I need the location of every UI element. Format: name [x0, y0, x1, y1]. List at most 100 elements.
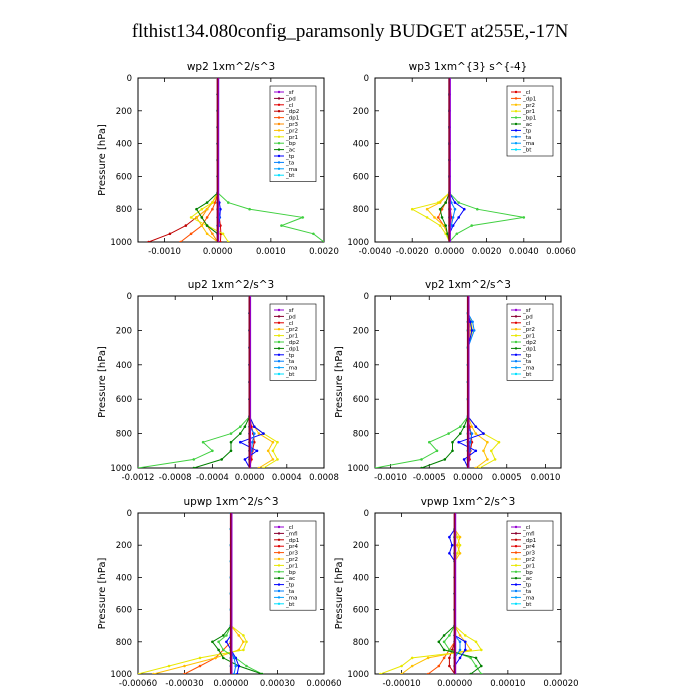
legend-marker: [514, 116, 518, 119]
legend-marker: [277, 135, 281, 138]
legend-label: _ta: [522, 589, 531, 595]
legend-marker: [277, 372, 281, 376]
data-point: [245, 640, 248, 644]
legend-label: _ta: [285, 359, 294, 365]
y-axis-label: Pressure [hPa]: [97, 346, 108, 418]
y-tick-label: 0: [364, 509, 369, 519]
data-point: [464, 640, 467, 644]
y-tick-label: 0: [364, 292, 369, 302]
legend-label: _pr2: [522, 103, 535, 109]
legend-marker: [514, 360, 518, 363]
data-point: [222, 634, 225, 637]
data-point: [437, 664, 441, 668]
y-tick-label: 1000: [110, 464, 132, 474]
legend-label: _sf: [522, 308, 532, 314]
legend-label: _ac: [522, 122, 532, 128]
legend-marker: [514, 90, 518, 94]
data-point: [225, 640, 228, 644]
x-tick-label: 0.0000: [435, 247, 465, 257]
legend-label: _ma: [522, 366, 534, 372]
legend-label: _cl: [522, 90, 531, 96]
data-point: [490, 449, 493, 453]
data-point: [239, 432, 242, 435]
data-point: [448, 648, 451, 652]
x-tick-label: 0.00060: [306, 679, 341, 689]
data-point: [448, 634, 451, 637]
data-point: [410, 207, 414, 211]
legend-marker: [277, 116, 281, 119]
data-point: [448, 535, 451, 539]
x-tick-label: -0.0040: [359, 247, 392, 257]
data-point: [195, 216, 198, 219]
data-point: [237, 634, 241, 637]
data-point: [462, 425, 466, 429]
data-point: [457, 201, 461, 204]
data-point: [255, 449, 259, 453]
series-group: [379, 513, 483, 674]
chart-title: wp2 1xm^2/s^3: [187, 61, 275, 73]
legend-marker: [514, 328, 518, 331]
data-point: [458, 543, 462, 547]
legend-marker: [514, 564, 518, 567]
data-point: [152, 672, 155, 674]
legend-marker: [277, 366, 281, 369]
data-point: [400, 664, 403, 668]
data-point: [497, 440, 501, 444]
chart-panel-5: upwp 1xm^2/s^3 Pressure [hPa] 0 200 400 600 80…: [97, 496, 342, 689]
legend-marker: [277, 589, 281, 593]
data-point: [183, 672, 186, 674]
series-line-dp1: [437, 78, 450, 242]
legend-marker: [277, 334, 281, 337]
legend-marker: [514, 583, 518, 586]
legend-label: _dp2: [522, 340, 536, 346]
legend-marker: [514, 577, 518, 580]
legend-marker: [514, 340, 518, 344]
legend-marker: [277, 110, 281, 113]
legend-label: _bp: [285, 141, 296, 147]
legend-marker: [277, 570, 281, 573]
data-point: [205, 207, 209, 211]
data-point: [410, 664, 414, 668]
data-point: [480, 664, 483, 668]
legend-label: _ma: [285, 595, 297, 601]
data-point: [463, 207, 466, 211]
legend-label: _tp: [522, 353, 532, 359]
legend-marker: [514, 532, 518, 535]
x-tick-label: -0.00030: [165, 679, 203, 689]
x-tick-label: 0.0060: [546, 247, 576, 257]
series-line-tp: [225, 513, 240, 674]
series-group: [138, 513, 264, 674]
legend-label: _cl: [285, 103, 294, 109]
y-tick-label: 400: [353, 573, 369, 583]
series-group: [138, 296, 279, 468]
y-tick-label: 600: [116, 172, 132, 182]
series-group: [147, 78, 324, 242]
data-point: [253, 432, 256, 435]
y-tick-label: 800: [116, 205, 132, 215]
data-point: [425, 207, 429, 211]
legend-marker: [514, 557, 518, 561]
data-point: [458, 648, 462, 652]
legend-marker: [277, 122, 281, 126]
data-point: [211, 449, 214, 453]
y-tick-label: 600: [353, 172, 369, 182]
data-point: [442, 224, 446, 227]
legend-marker: [514, 538, 518, 541]
legend-label: _bt: [522, 602, 532, 608]
chart-panel-6: vpwp 1xm^2/s^3 Pressure [hPa] 0 200 400 600 80…: [334, 496, 579, 689]
data-point: [276, 458, 279, 461]
data-point: [198, 664, 202, 668]
legend-marker: [514, 148, 518, 151]
data-point: [456, 552, 459, 555]
series-group: [375, 296, 501, 468]
data-point: [219, 240, 222, 242]
chart-title: upwp 1xm^2/s^3: [184, 496, 279, 508]
data-point: [220, 458, 223, 461]
legend-marker: [277, 583, 281, 586]
data-point: [243, 458, 247, 461]
legend-label: _pr1: [522, 563, 535, 569]
data-point: [167, 664, 171, 668]
data-point: [211, 207, 214, 211]
data-point: [478, 466, 481, 468]
data-point: [442, 656, 446, 660]
